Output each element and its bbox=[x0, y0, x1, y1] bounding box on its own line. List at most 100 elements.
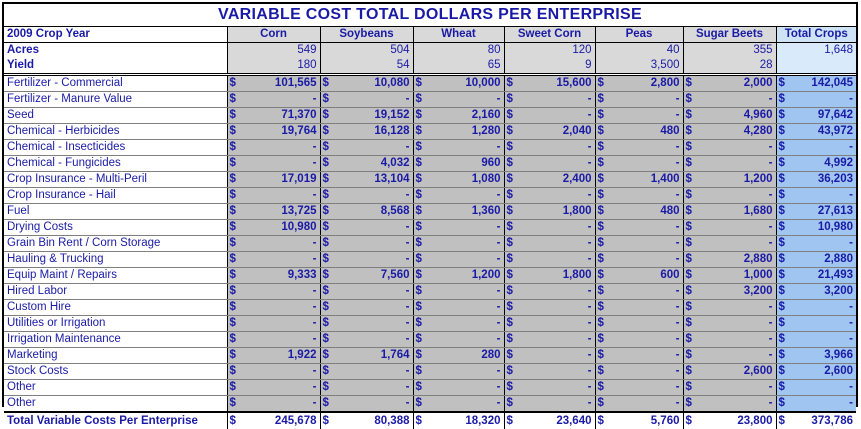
cost-cell[interactable]: $ - bbox=[776, 299, 856, 316]
cost-cell[interactable]: $13,104 bbox=[320, 171, 414, 188]
cost-cell[interactable]: $ - bbox=[320, 219, 414, 236]
cost-cell[interactable]: $ - bbox=[320, 283, 414, 300]
cost-cell[interactable]: $9,333 bbox=[227, 267, 321, 284]
cost-cell[interactable]: $43,972 bbox=[776, 123, 856, 140]
cost-cell[interactable]: $ - bbox=[595, 363, 684, 380]
cost-cell[interactable]: $17,019 bbox=[227, 171, 321, 188]
cost-cell[interactable]: $ - bbox=[683, 347, 777, 364]
cost-cell[interactable]: $1,764 bbox=[320, 347, 414, 364]
cost-cell[interactable]: $ - bbox=[320, 235, 414, 252]
cost-cell[interactable]: $ - bbox=[227, 315, 321, 332]
cost-cell[interactable]: $ - bbox=[227, 187, 321, 204]
cost-cell[interactable]: $3,200 bbox=[776, 283, 856, 300]
info-value[interactable]: 120 bbox=[504, 42, 596, 58]
cost-cell[interactable]: $ - bbox=[413, 395, 505, 413]
cost-cell[interactable]: $ - bbox=[504, 331, 596, 348]
cost-cell[interactable]: $101,565 bbox=[227, 74, 321, 92]
cost-cell[interactable]: $ - bbox=[504, 299, 596, 316]
cost-cell[interactable]: $ - bbox=[504, 155, 596, 172]
info-value[interactable]: 504 bbox=[320, 42, 414, 58]
cost-cell[interactable]: $ - bbox=[504, 91, 596, 108]
info-value[interactable]: 355 bbox=[683, 42, 777, 58]
info-value[interactable]: 549 bbox=[227, 42, 321, 58]
cost-cell[interactable]: $1,200 bbox=[413, 267, 505, 284]
cost-cell[interactable]: $ - bbox=[320, 395, 414, 413]
cost-cell[interactable]: $71,370 bbox=[227, 107, 321, 124]
cost-cell[interactable]: $ - bbox=[683, 379, 777, 396]
cost-cell[interactable]: $36,203 bbox=[776, 171, 856, 188]
cost-cell[interactable]: $ - bbox=[595, 283, 684, 300]
cost-cell[interactable]: $ - bbox=[413, 315, 505, 332]
info-value[interactable] bbox=[776, 58, 856, 76]
cost-cell[interactable]: $ - bbox=[413, 283, 505, 300]
cost-cell[interactable]: $ - bbox=[595, 379, 684, 396]
cost-cell[interactable]: $ - bbox=[504, 283, 596, 300]
cost-cell[interactable]: $373,786 bbox=[776, 411, 856, 429]
cost-cell[interactable]: $ - bbox=[504, 379, 596, 396]
cost-cell[interactable]: $ - bbox=[776, 379, 856, 396]
cost-cell[interactable]: $ - bbox=[320, 379, 414, 396]
cost-cell[interactable]: $ - bbox=[413, 187, 505, 204]
cost-cell[interactable]: $2,880 bbox=[683, 251, 777, 268]
cost-cell[interactable]: $7,560 bbox=[320, 267, 414, 284]
cost-cell[interactable]: $ - bbox=[227, 379, 321, 396]
cost-cell[interactable]: $ - bbox=[595, 139, 684, 156]
cost-cell[interactable]: $ - bbox=[227, 331, 321, 348]
cost-cell[interactable]: $2,600 bbox=[683, 363, 777, 380]
cost-cell[interactable]: $13,725 bbox=[227, 203, 321, 220]
cost-cell[interactable]: $1,200 bbox=[683, 171, 777, 188]
cost-cell[interactable]: $ - bbox=[595, 331, 684, 348]
cost-cell[interactable]: $ - bbox=[504, 219, 596, 236]
cost-cell[interactable]: $1,000 bbox=[683, 267, 777, 284]
cost-cell[interactable]: $ - bbox=[504, 363, 596, 380]
cost-cell[interactable]: $8,568 bbox=[320, 203, 414, 220]
cost-cell[interactable]: $2,600 bbox=[776, 363, 856, 380]
cost-cell[interactable]: $5,760 bbox=[595, 411, 684, 429]
cost-cell[interactable]: $ - bbox=[776, 235, 856, 252]
cost-cell[interactable]: $ - bbox=[413, 299, 505, 316]
cost-cell[interactable]: $ - bbox=[595, 299, 684, 316]
info-value[interactable]: 80 bbox=[413, 42, 505, 58]
cost-cell[interactable]: $ - bbox=[683, 331, 777, 348]
cost-cell[interactable]: $ - bbox=[320, 187, 414, 204]
cost-cell[interactable]: $ - bbox=[320, 139, 414, 156]
cost-cell[interactable]: $15,600 bbox=[504, 74, 596, 92]
cost-cell[interactable]: $ - bbox=[413, 219, 505, 236]
cost-cell[interactable]: $1,922 bbox=[227, 347, 321, 364]
cost-cell[interactable]: $ - bbox=[595, 91, 684, 108]
cost-cell[interactable]: $ - bbox=[504, 235, 596, 252]
info-value[interactable]: 3,500 bbox=[595, 58, 684, 76]
cost-cell[interactable]: $ - bbox=[776, 91, 856, 108]
cost-cell[interactable]: $ - bbox=[413, 235, 505, 252]
cost-cell[interactable]: $ - bbox=[413, 331, 505, 348]
cost-cell[interactable]: $ - bbox=[413, 363, 505, 380]
cost-cell[interactable]: $ - bbox=[320, 315, 414, 332]
cost-cell[interactable]: $ - bbox=[683, 155, 777, 172]
cost-cell[interactable]: $4,960 bbox=[683, 107, 777, 124]
cost-cell[interactable]: $ - bbox=[683, 91, 777, 108]
cost-cell[interactable]: $27,613 bbox=[776, 203, 856, 220]
cost-cell[interactable]: $ - bbox=[683, 235, 777, 252]
info-value[interactable]: 28 bbox=[683, 58, 777, 76]
cost-cell[interactable]: $3,966 bbox=[776, 347, 856, 364]
cost-cell[interactable]: $16,128 bbox=[320, 123, 414, 140]
cost-cell[interactable]: $ - bbox=[227, 235, 321, 252]
cost-cell[interactable]: $480 bbox=[595, 123, 684, 140]
cost-cell[interactable]: $280 bbox=[413, 347, 505, 364]
cost-cell[interactable]: $ - bbox=[683, 315, 777, 332]
cost-cell[interactable]: $ - bbox=[320, 91, 414, 108]
cost-cell[interactable]: $2,160 bbox=[413, 107, 505, 124]
cost-cell[interactable]: $19,764 bbox=[227, 123, 321, 140]
cost-cell[interactable]: $ - bbox=[595, 235, 684, 252]
cost-cell[interactable]: $ - bbox=[595, 155, 684, 172]
cost-cell[interactable]: $ - bbox=[776, 187, 856, 204]
cost-cell[interactable]: $ - bbox=[595, 315, 684, 332]
cost-cell[interactable]: $18,320 bbox=[413, 411, 505, 429]
cost-cell[interactable]: $23,800 bbox=[683, 411, 777, 429]
cost-cell[interactable]: $2,400 bbox=[504, 171, 596, 188]
cost-cell[interactable]: $10,980 bbox=[776, 219, 856, 236]
cost-cell[interactable]: $ - bbox=[320, 299, 414, 316]
cost-cell[interactable]: $ - bbox=[227, 283, 321, 300]
cost-cell[interactable]: $ - bbox=[683, 395, 777, 413]
cost-cell[interactable]: $1,800 bbox=[504, 267, 596, 284]
